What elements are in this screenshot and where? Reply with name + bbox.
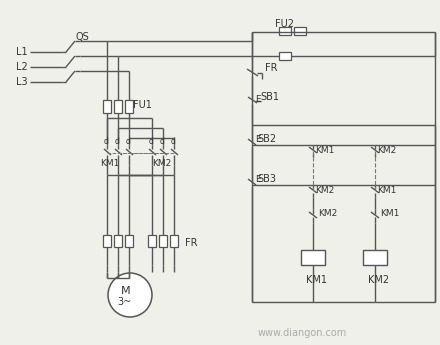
Bar [363, 250, 387, 265]
Text: KM2: KM2 [318, 208, 337, 217]
Text: KM2: KM2 [315, 186, 334, 195]
Text: SB1: SB1 [260, 92, 279, 102]
Text: d: d [115, 137, 120, 146]
Text: KM1: KM1 [377, 186, 396, 195]
Text: E: E [255, 175, 260, 184]
Bar [103, 100, 111, 113]
Text: FR: FR [265, 63, 278, 73]
Text: d: d [149, 137, 154, 146]
Bar [279, 52, 291, 60]
Text: KM1: KM1 [380, 208, 400, 217]
Bar [159, 235, 167, 247]
Text: www.diangon.com: www.diangon.com [258, 328, 347, 338]
Bar [148, 235, 156, 247]
Bar [114, 235, 122, 247]
Text: KM2: KM2 [368, 275, 389, 285]
Bar [125, 100, 133, 113]
Text: FU1: FU1 [133, 100, 152, 110]
Bar [170, 235, 178, 247]
Text: d: d [126, 137, 131, 146]
Text: KM2: KM2 [152, 158, 171, 168]
Bar [114, 100, 122, 113]
Text: L3: L3 [16, 77, 28, 87]
Bar [301, 250, 325, 265]
Text: QS: QS [75, 32, 89, 42]
Text: KM1: KM1 [306, 275, 327, 285]
Bar [125, 235, 133, 247]
Text: E: E [255, 135, 260, 144]
Text: SB3: SB3 [257, 174, 276, 184]
Text: L1: L1 [16, 47, 28, 57]
Text: KM1: KM1 [100, 158, 119, 168]
Text: FR: FR [185, 238, 198, 248]
Text: L2: L2 [16, 62, 28, 72]
Text: d: d [171, 137, 176, 146]
Text: SB2: SB2 [257, 134, 276, 144]
Text: E: E [255, 95, 260, 103]
Bar [279, 27, 291, 35]
Text: d: d [104, 137, 109, 146]
Text: KM1: KM1 [315, 146, 334, 155]
Bar [294, 27, 306, 35]
Text: M: M [121, 286, 131, 296]
Text: FU2: FU2 [275, 19, 294, 29]
Bar [103, 235, 111, 247]
Circle shape [108, 273, 152, 317]
Text: d: d [160, 137, 165, 146]
Text: KM2: KM2 [377, 146, 396, 155]
Text: 3~: 3~ [117, 297, 131, 307]
